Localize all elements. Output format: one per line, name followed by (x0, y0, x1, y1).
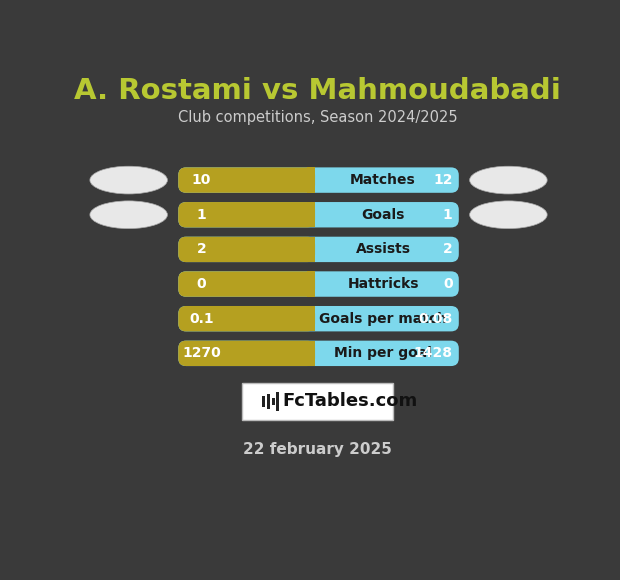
FancyBboxPatch shape (179, 306, 459, 331)
Text: 0: 0 (197, 277, 206, 291)
Text: 1: 1 (443, 208, 453, 222)
Text: 2: 2 (443, 242, 453, 256)
Text: 0.08: 0.08 (418, 311, 453, 326)
Text: Club competitions, Season 2024/2025: Club competitions, Season 2024/2025 (178, 110, 458, 125)
Text: Min per goal: Min per goal (334, 346, 432, 360)
Text: Matches: Matches (350, 173, 416, 187)
Text: 0: 0 (443, 277, 453, 291)
FancyBboxPatch shape (179, 237, 315, 262)
Ellipse shape (470, 166, 547, 194)
Text: Goals per match: Goals per match (319, 311, 447, 326)
FancyBboxPatch shape (179, 168, 459, 193)
Text: Goals: Goals (361, 208, 405, 222)
Bar (242, 383, 393, 420)
Bar (308, 271, 315, 297)
Text: 12: 12 (433, 173, 453, 187)
Bar (308, 168, 315, 193)
Text: 1428: 1428 (414, 346, 453, 360)
FancyBboxPatch shape (179, 340, 315, 366)
Text: Hattricks: Hattricks (347, 277, 419, 291)
Text: 1: 1 (197, 208, 206, 222)
Text: 22 february 2025: 22 february 2025 (243, 442, 392, 456)
Text: Assists: Assists (355, 242, 410, 256)
Ellipse shape (90, 166, 167, 194)
FancyBboxPatch shape (179, 340, 459, 366)
FancyBboxPatch shape (179, 202, 315, 227)
FancyBboxPatch shape (179, 306, 315, 331)
Text: 2: 2 (197, 242, 206, 256)
FancyBboxPatch shape (179, 168, 315, 193)
Bar (272, 398, 275, 405)
Bar (277, 392, 280, 411)
Bar (308, 202, 315, 227)
Text: FcTables.com: FcTables.com (283, 393, 418, 411)
Bar (308, 237, 315, 262)
FancyBboxPatch shape (179, 271, 315, 297)
FancyBboxPatch shape (179, 202, 459, 227)
Text: 10: 10 (192, 173, 211, 187)
Text: 0.1: 0.1 (189, 311, 214, 326)
Bar (267, 394, 270, 409)
Bar (308, 340, 315, 366)
FancyBboxPatch shape (179, 271, 459, 297)
Ellipse shape (470, 201, 547, 229)
Bar (308, 306, 315, 331)
FancyBboxPatch shape (179, 237, 459, 262)
Text: A. Rostami vs Mahmoudabadi: A. Rostami vs Mahmoudabadi (74, 77, 561, 105)
Bar (262, 396, 265, 407)
Text: 1270: 1270 (182, 346, 221, 360)
Ellipse shape (90, 201, 167, 229)
